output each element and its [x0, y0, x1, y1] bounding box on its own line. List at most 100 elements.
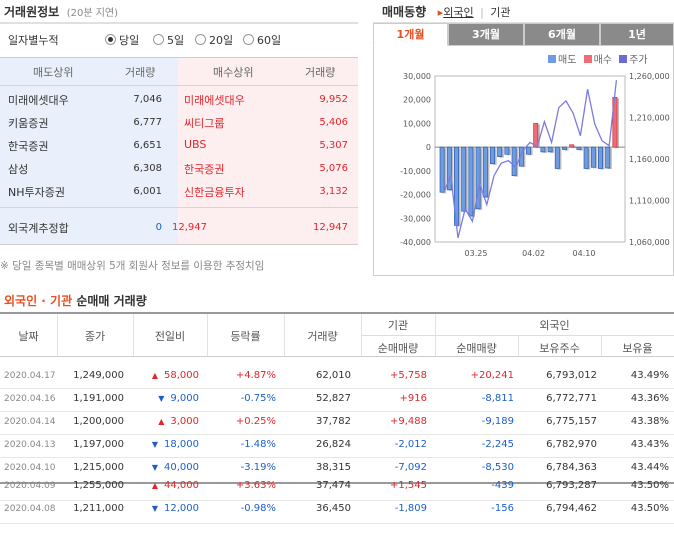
sell-broker-volume: 7,046	[133, 94, 162, 105]
buy-broker-name[interactable]: 한국증권	[184, 163, 225, 176]
sell-bar	[518, 146, 524, 167]
cell-volume: 37,782	[316, 416, 351, 427]
buy-broker-name[interactable]: 신한금융투자	[184, 186, 245, 199]
cell-volume: 26,824	[316, 439, 351, 450]
sell-header: 매도상위	[33, 66, 74, 79]
arrow-up-icon: ▲	[151, 481, 158, 490]
net-table-top	[0, 312, 674, 314]
period-radio-5d[interactable]: 5일	[153, 32, 184, 48]
cell-foreign: -156	[491, 503, 514, 514]
chart-legend: 매도 매수 주가	[548, 51, 648, 66]
cell-volume: 52,827	[316, 393, 351, 404]
title-rest: 순매매 거래량	[72, 294, 147, 308]
legend-price: 주가	[619, 55, 648, 66]
y-left-tick-label: 20,000	[403, 96, 431, 105]
x-tick-label: 04.02	[522, 249, 545, 258]
sell-bar	[547, 146, 553, 153]
y-right-tick-label: 1,210,000	[629, 114, 670, 123]
title-foreign: 외국인	[4, 294, 38, 308]
cell-inst: -2,012	[394, 439, 427, 450]
sell-broker-volume: 6,308	[133, 163, 162, 174]
period-radio-today[interactable]: 당일	[105, 32, 139, 48]
net-trading-title: 외국인 · 기관 순매매 거래량	[4, 292, 147, 309]
cell-ratio: 43.49%	[630, 370, 669, 381]
cell-date: 2020.04.10	[4, 463, 56, 473]
change-value: 18,000	[164, 439, 199, 450]
sell-vol-header: 거래량	[125, 66, 156, 79]
row-divider	[0, 457, 674, 458]
trend-chart: 30,000 20,000 10,000 0 -10,000 -20,000 -30,000…	[400, 72, 670, 258]
sell-bar	[590, 146, 596, 168]
radio-icon	[243, 34, 254, 45]
tab-foreign[interactable]: ▸외국인	[437, 6, 474, 19]
th-holdings: 보유주수	[539, 342, 580, 355]
arrow-down-icon: ▼	[151, 440, 158, 449]
cell-inst: +9,488	[389, 416, 427, 427]
y-right-tick-label: 1,060,000	[629, 238, 670, 247]
row-divider	[0, 482, 674, 484]
th-foreign: 외국인	[539, 319, 570, 332]
period-tab-6m[interactable]: 6개월	[524, 23, 600, 46]
cell-hold: 6,782,970	[546, 439, 597, 450]
cell-inst: -7,092	[394, 462, 427, 473]
sell-bar	[562, 146, 567, 150]
buy-bar	[533, 123, 539, 148]
estimate-note: ※ 당일 종목별 매매상위 5개 회원사 정보를 이용한 추정치임	[0, 260, 265, 272]
buy-broker-name[interactable]: 씨티그룹	[184, 117, 225, 130]
sell-bar	[511, 146, 517, 176]
legend-buy: 매수	[583, 55, 612, 66]
sell-bar	[554, 146, 560, 169]
period-tab-3m[interactable]: 3개월	[448, 23, 524, 46]
period-tab-1m[interactable]: 1개월	[373, 23, 448, 46]
y-right-tick-label: 1,160,000	[629, 155, 670, 164]
sell-broker-volume: 6,651	[133, 140, 162, 151]
y-left-tick-label: -40,000	[400, 238, 431, 247]
tab-divider: |	[480, 6, 484, 19]
table-bottom-line	[0, 244, 358, 245]
tab-institution[interactable]: 기관	[490, 6, 511, 19]
buy-broker-name[interactable]: UBS	[184, 138, 207, 151]
column-line	[57, 314, 58, 356]
cell-volume: 62,010	[316, 370, 351, 381]
period-tab-1y[interactable]: 1년	[600, 23, 674, 46]
buy-broker-name[interactable]: 미래에셋대우	[184, 94, 245, 107]
sell-broker-name[interactable]: NH투자증권	[8, 186, 65, 199]
column-line	[518, 336, 519, 356]
legend-buy-swatch	[583, 55, 592, 63]
sell-bar	[439, 146, 445, 193]
period-radio-20d[interactable]: 20일	[195, 32, 233, 48]
trend-header: 매매동향 ▸외국인 | 기관	[382, 3, 511, 20]
cell-date: 2020.04.17	[4, 371, 56, 381]
buy-bar	[569, 144, 575, 148]
cell-foreign: -8,530	[481, 462, 514, 473]
cell-date: 2020.04.09	[4, 481, 56, 491]
cell-date: 2020.04.08	[4, 504, 56, 514]
cell-inst: +916	[399, 393, 427, 404]
sell-bar	[526, 146, 531, 155]
sell-broker-name[interactable]: 삼성	[8, 163, 29, 176]
th-rate: 등락률	[230, 330, 261, 343]
price-line	[443, 80, 618, 239]
buy-vol-header: 거래량	[305, 66, 336, 79]
row-divider	[0, 388, 674, 389]
th-inst-net: 순매매량	[377, 342, 419, 355]
change-value: 44,000	[164, 480, 199, 491]
sell-bar	[576, 146, 582, 150]
sell-broker-volume: 6,777	[133, 117, 162, 128]
th-date: 날짜	[18, 330, 39, 343]
cell-ratio: 43.44%	[630, 462, 669, 473]
cell-date: 2020.04.14	[4, 417, 56, 427]
sell-bar	[482, 146, 488, 198]
legend-sell-swatch	[548, 55, 556, 63]
cell-close: 1,197,000	[73, 439, 124, 450]
sell-broker-name[interactable]: 한국증권	[8, 140, 49, 153]
sell-broker-name[interactable]: 키움증권	[8, 117, 49, 130]
row-divider	[0, 500, 674, 501]
sell-broker-name[interactable]: 미래에셋대우	[8, 94, 69, 107]
period-radio-60d[interactable]: 60일	[243, 32, 281, 48]
cell-change: ▼ 40,000	[133, 462, 199, 473]
cell-volume: 36,450	[316, 503, 351, 514]
cell-change: ▼ 12,000	[133, 503, 199, 514]
cell-close: 1,255,000	[73, 480, 124, 491]
sell-bar	[583, 146, 589, 169]
